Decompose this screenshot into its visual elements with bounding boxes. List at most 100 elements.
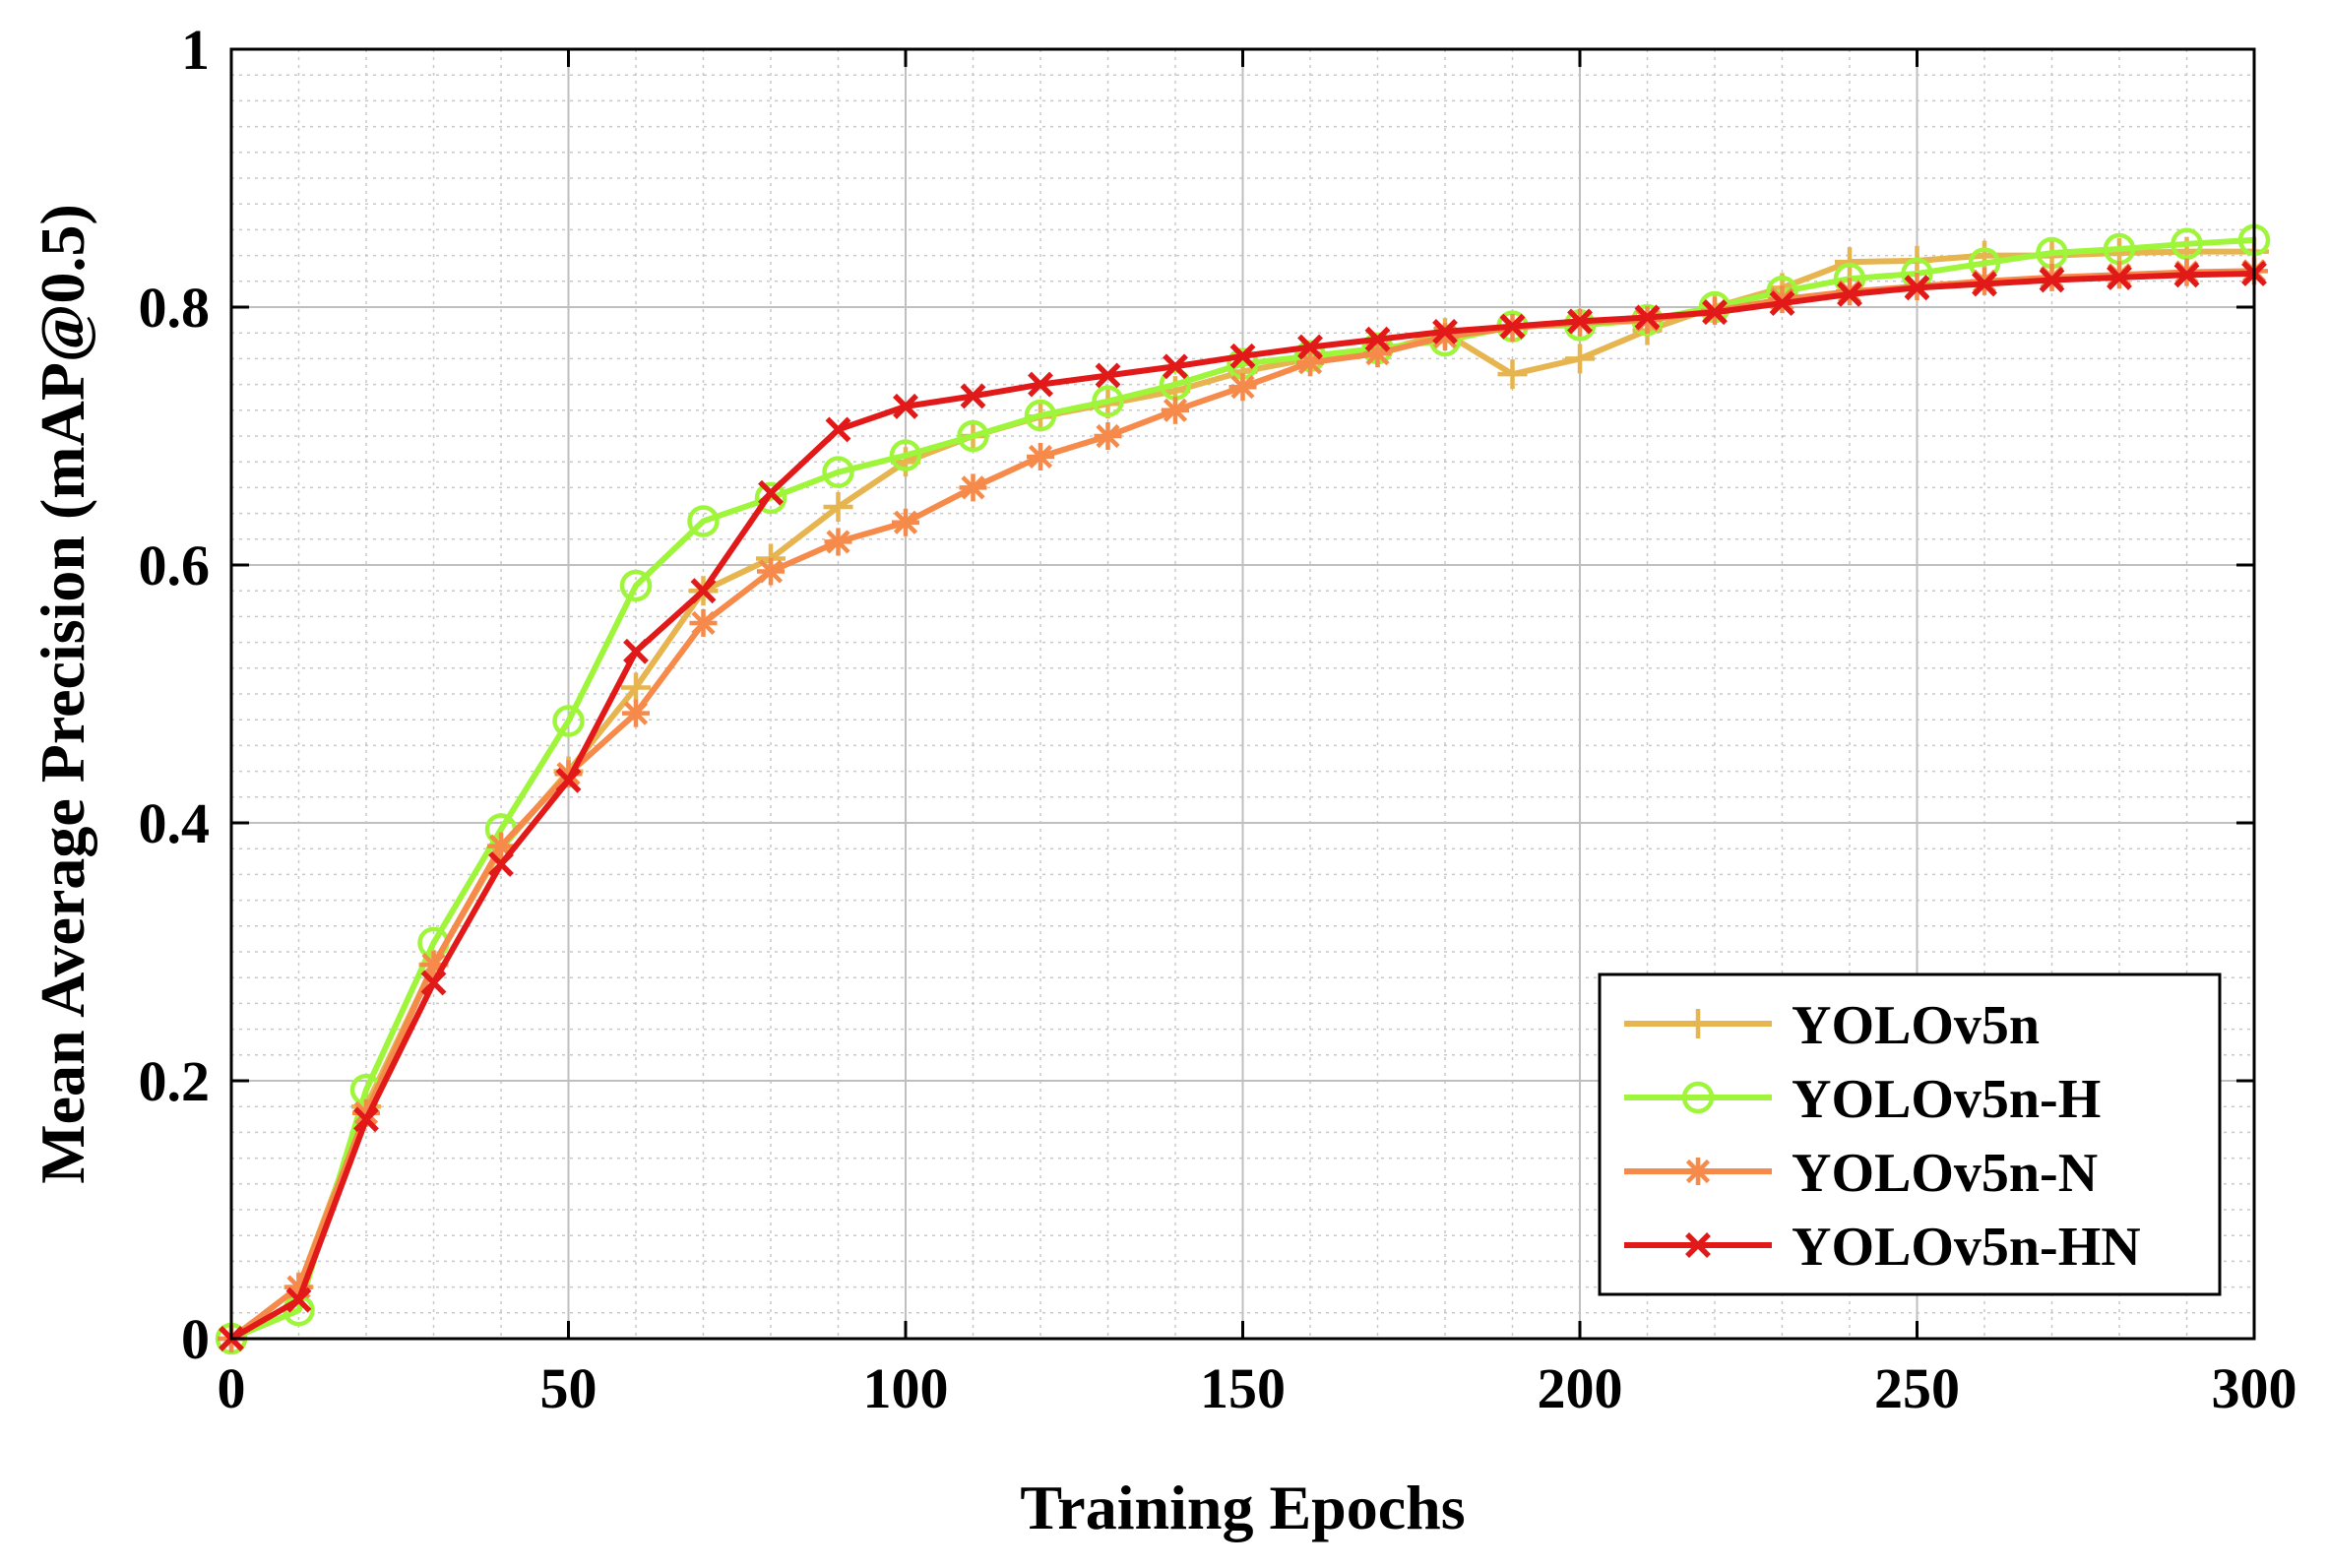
data-point-yolov5n-h <box>754 481 787 515</box>
y-tick-label: 0.4 <box>139 791 211 855</box>
marker-stroke <box>488 834 514 858</box>
marker-stroke <box>1163 353 1188 380</box>
legend-marker <box>1683 1009 1713 1038</box>
series-layer <box>215 223 2271 1355</box>
marker-stroke <box>1685 1232 1711 1258</box>
y-tick-label: 0 <box>181 1307 210 1371</box>
data-point-yolov5n-hn <box>1634 304 1661 331</box>
data-point-yolov5n-hn <box>1163 353 1188 380</box>
y-tick-label: 0.6 <box>139 533 211 597</box>
x-tick-label: 50 <box>540 1356 598 1420</box>
marker-stroke <box>1972 271 1997 297</box>
marker-stroke <box>2039 267 2065 293</box>
data-point-yolov5n-hn <box>2173 262 2200 288</box>
x-tick-label: 0 <box>218 1356 246 1420</box>
marker-stroke <box>1432 318 1458 345</box>
series-yolov5n-hn <box>219 260 2267 1351</box>
y-tick-label: 0.8 <box>139 276 211 340</box>
marker-stroke <box>1567 308 1593 335</box>
data-point-yolov5n-hn <box>690 578 717 604</box>
data-point-yolov5n-hn <box>420 970 447 996</box>
data-point-yolov5n-n <box>1094 422 1122 450</box>
marker-stroke <box>1095 362 1121 389</box>
marker-stroke <box>1163 398 1188 422</box>
data-point-yolov5n-h <box>822 456 854 488</box>
marker-stroke <box>421 953 446 977</box>
legend-label: YOLOv5n-H <box>1792 1069 2101 1130</box>
data-point-yolov5n-hn <box>893 393 918 419</box>
data-point-yolov5n-hn <box>758 479 784 506</box>
marker-stroke <box>1297 334 1323 360</box>
marker-stroke <box>1769 290 1795 317</box>
data-point-yolov5n-hn <box>1702 299 1728 326</box>
data-point-yolov5n-n <box>487 832 515 860</box>
data-point-yolov5n-hn <box>623 638 649 664</box>
data-point-yolov5n-h <box>687 505 720 537</box>
data-point-yolov5n-hn <box>825 416 851 443</box>
data-point-yolov5n-hn <box>488 850 514 877</box>
marker-stroke <box>623 701 649 725</box>
marker-stroke <box>1229 343 1256 369</box>
legend-marker <box>1684 1158 1712 1185</box>
marker-stroke <box>555 767 582 793</box>
legend-label: YOLOv5n-N <box>1792 1143 2098 1204</box>
data-point-yolov5n-hn <box>285 1286 312 1313</box>
data-point-yolov5n <box>823 492 853 523</box>
marker-stroke <box>285 1286 312 1313</box>
marker-stroke <box>691 610 716 636</box>
data-point-yolov5n-h <box>957 419 989 453</box>
data-point-yolov5n-hn <box>1229 343 1256 369</box>
marker-stroke <box>488 850 514 877</box>
legend-label: YOLOv5n-HN <box>1792 1217 2141 1278</box>
legend: YOLOv5n YOLOv5n-H YOLOv5n-N YOLOv5n-HN <box>1598 972 2222 1296</box>
marker-stroke <box>893 393 918 419</box>
legend-item-yolov5n: YOLOv5n <box>1624 995 2040 1056</box>
data-point-yolov5n-hn <box>1095 362 1121 389</box>
data-point-yolov5n-n <box>689 608 718 637</box>
marker-stroke <box>1499 313 1526 340</box>
marker-stroke <box>1837 281 1862 307</box>
legend-marker <box>1685 1232 1711 1258</box>
x-axis-label: Training Epochs <box>1020 1473 1465 1542</box>
data-point-yolov5n-n <box>959 473 987 502</box>
data-point-yolov5n-hn <box>2107 264 2132 290</box>
data-point-yolov5n-hn <box>353 1106 379 1133</box>
marker-stroke <box>1096 423 1120 449</box>
data-point-yolov5n <box>1565 344 1595 374</box>
data-point-yolov5n-n <box>1431 323 1459 351</box>
data-point-yolov5n-hn <box>555 767 582 793</box>
data-point-yolov5n-hn <box>1904 275 1930 301</box>
data-point-yolov5n <box>1835 247 1864 278</box>
data-point-yolov5n-hn <box>1972 271 1997 297</box>
data-point-yolov5n-hn <box>2039 267 2065 293</box>
marker-stroke <box>690 578 717 604</box>
marker-stroke <box>1904 275 1930 301</box>
data-point-yolov5n-hn <box>1567 308 1593 335</box>
data-point-yolov5n-n <box>1363 340 1392 368</box>
data-point-yolov5n <box>621 672 651 703</box>
y-tick-label: 0.2 <box>139 1049 211 1113</box>
marker-stroke <box>1685 1159 1711 1184</box>
data-point-yolov5n-h <box>619 569 653 602</box>
data-point-yolov5n-hn <box>1837 281 1862 307</box>
marker-stroke <box>1028 371 1053 398</box>
x-tick-label: 200 <box>1538 1356 1623 1420</box>
data-point-yolov5n-n <box>824 528 852 556</box>
x-tick-label: 100 <box>863 1356 949 1420</box>
marker-stroke <box>420 970 447 996</box>
data-point-yolov5n-n <box>622 699 650 727</box>
marker-stroke <box>1230 375 1255 400</box>
marker-stroke <box>2173 262 2200 288</box>
legend-item-yolov5n-hn: YOLOv5n-HN <box>1624 1217 2141 1278</box>
data-point-yolov5n-hn <box>1297 334 1323 360</box>
legend-label: YOLOv5n <box>1792 995 2040 1056</box>
marker-stroke <box>353 1106 379 1133</box>
legend-marker <box>1681 1081 1715 1114</box>
data-point-yolov5n-n <box>1027 442 1054 470</box>
y-tick-label: 1 <box>181 18 210 82</box>
data-point-yolov5n-hn <box>1769 290 1795 317</box>
data-point-yolov5n <box>1497 359 1528 390</box>
y-axis-label: Mean Average Precision (mAP@0.5) <box>28 204 97 1184</box>
marker-stroke <box>826 530 850 554</box>
data-point-yolov5n-hn <box>1432 318 1458 345</box>
